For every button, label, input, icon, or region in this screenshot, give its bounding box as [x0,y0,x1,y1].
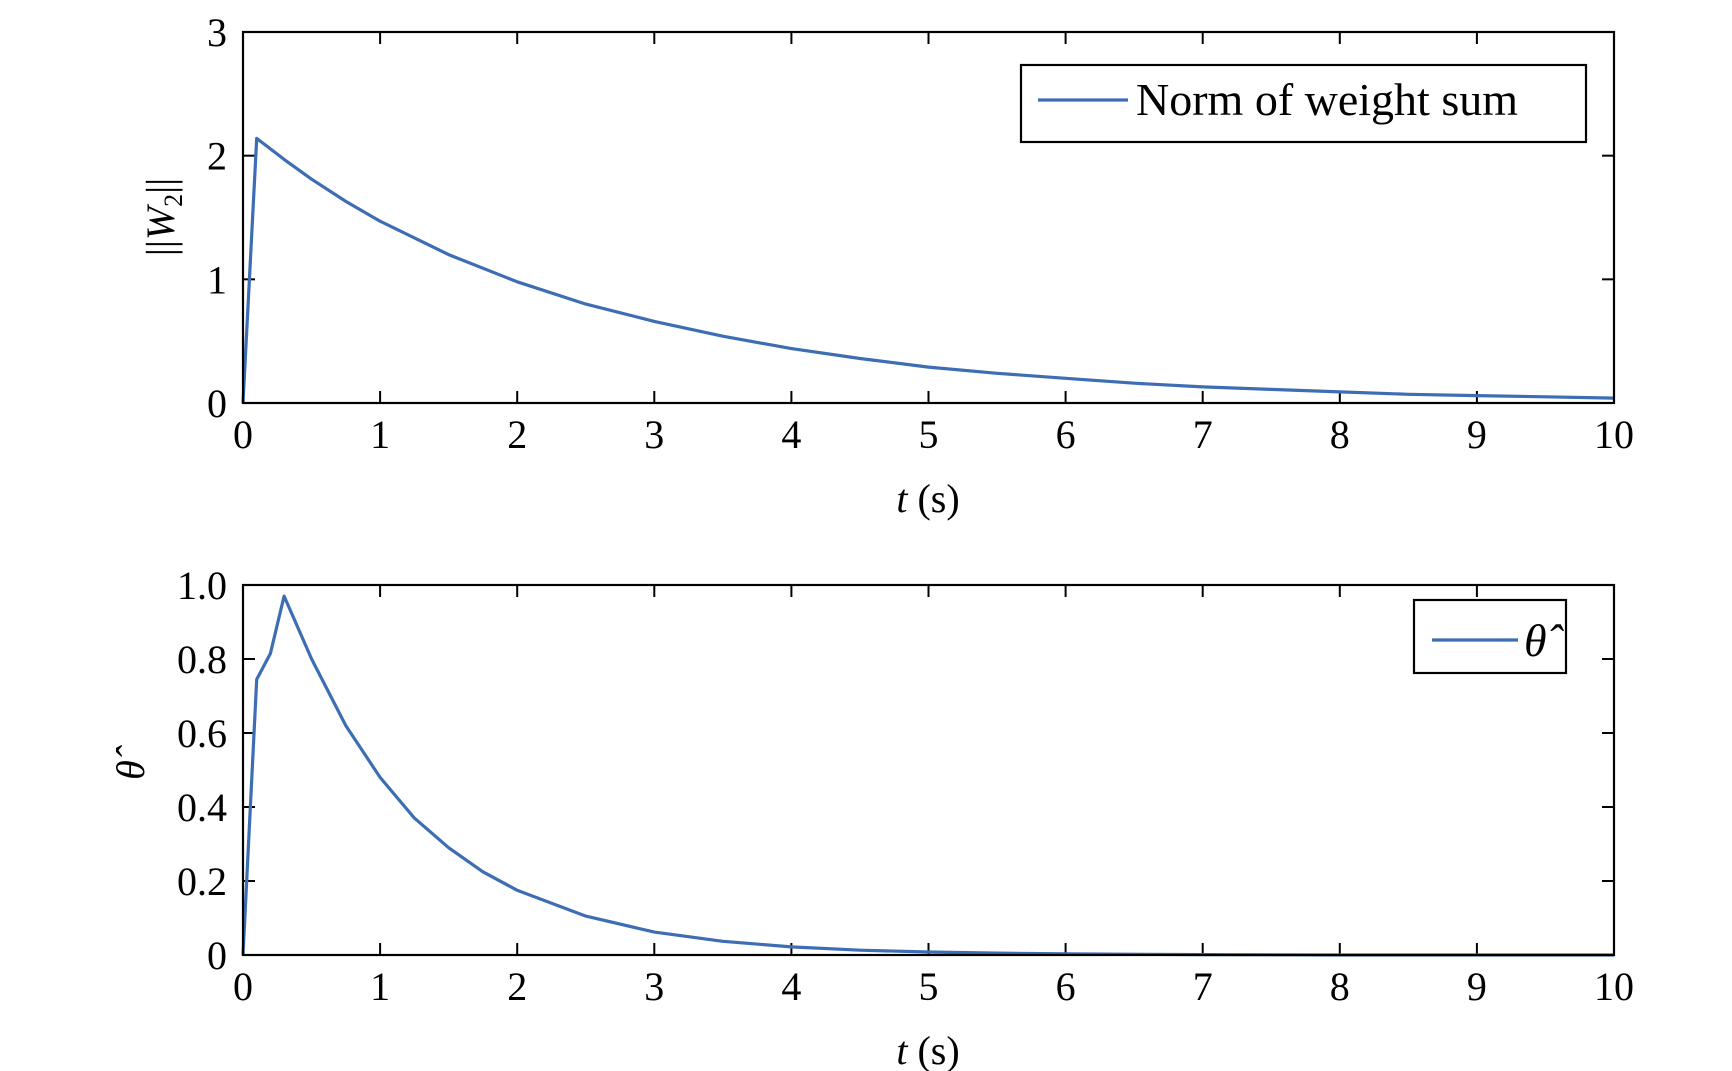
bottom-axes-frame [241,583,1616,957]
bottom-y-axis-label: θ̂ [108,745,153,780]
top-y-tick-label: 2 [207,134,227,179]
top-x-tick-label: 6 [1056,412,1076,457]
top-x-tick-label: 9 [1467,412,1487,457]
bottom-x-tick-label: 8 [1330,964,1350,1009]
bottom-y-tick-label: 0.4 [177,785,227,830]
top-y-axis-label: ||W2|| [138,178,188,256]
top-y-tick-label: 0 [207,381,227,426]
top-x-tick-label: 1 [370,412,390,457]
top-legend-label: Norm of weight sum [1136,74,1518,125]
top-x-tick-label: 4 [781,412,801,457]
bottom-series-group [241,594,1614,957]
top-panel: 0 1 2 3 4 5 6 7 8 9 10 0 1 2 3 t (s) ||W2|| Norm of w… [138,10,1634,521]
top-x-tick-label: 5 [919,412,939,457]
bottom-series-line [241,594,1614,957]
top-y-tick-label: 1 [207,257,227,302]
bottom-legend: θ̂ [1412,598,1568,675]
top-legend-box [1019,63,1588,144]
top-x-tick-labels: 0 1 2 3 4 5 6 7 8 9 10 [233,412,1634,457]
top-y-tick-labels: 0 1 2 3 [207,10,227,426]
top-axes-frame [241,30,1616,405]
bottom-x-axis-label: t (s) [896,1028,959,1071]
bottom-y-tick-label: 0.8 [177,637,227,682]
top-series-group [241,136,1615,404]
bottom-x-tick-label: 4 [781,964,801,1009]
bottom-x-tick-label: 2 [507,964,527,1009]
top-legend: Norm of weight sum [1019,63,1588,144]
bottom-x-tick-label: 1 [370,964,390,1009]
bottom-panel: 0 1 2 3 4 5 6 7 8 9 10 0 0.2 0.4 0.6 0.8 1.0 t (s) θ̂ θ… [108,563,1634,1071]
bottom-x-tick-label: 10 [1594,964,1634,1009]
bottom-y-tick-labels: 0 0.2 0.4 0.6 0.8 1.0 [177,563,227,978]
top-y-tick-label: 3 [207,10,227,55]
bottom-x-tick-label: 5 [919,964,939,1009]
bottom-x-tick-label: 0 [233,964,253,1009]
bottom-y-tick-label: 0.2 [177,859,227,904]
top-x-tick-label: 7 [1193,412,1213,457]
top-x-tick-label: 0 [233,412,253,457]
bottom-y-tick-label: 0.6 [177,711,227,756]
bottom-axes-ticks [242,584,1615,956]
bottom-x-tick-label: 6 [1056,964,1076,1009]
bottom-y-tick-label: 1.0 [177,563,227,608]
top-x-tick-label: 8 [1330,412,1350,457]
bottom-y-tick-label: 0 [207,933,227,978]
top-x-tick-label: 3 [644,412,664,457]
bottom-x-tick-label: 3 [644,964,664,1009]
bottom-x-tick-labels: 0 1 2 3 4 5 6 7 8 9 10 [233,964,1634,1009]
bottom-x-tick-label: 9 [1467,964,1487,1009]
bottom-legend-box [1412,598,1568,675]
top-x-tick-label: 10 [1594,412,1634,457]
top-series-line [241,136,1615,404]
top-x-tick-label: 2 [507,412,527,457]
top-x-axis-label: t (s) [896,476,959,521]
bottom-x-tick-label: 7 [1193,964,1213,1009]
